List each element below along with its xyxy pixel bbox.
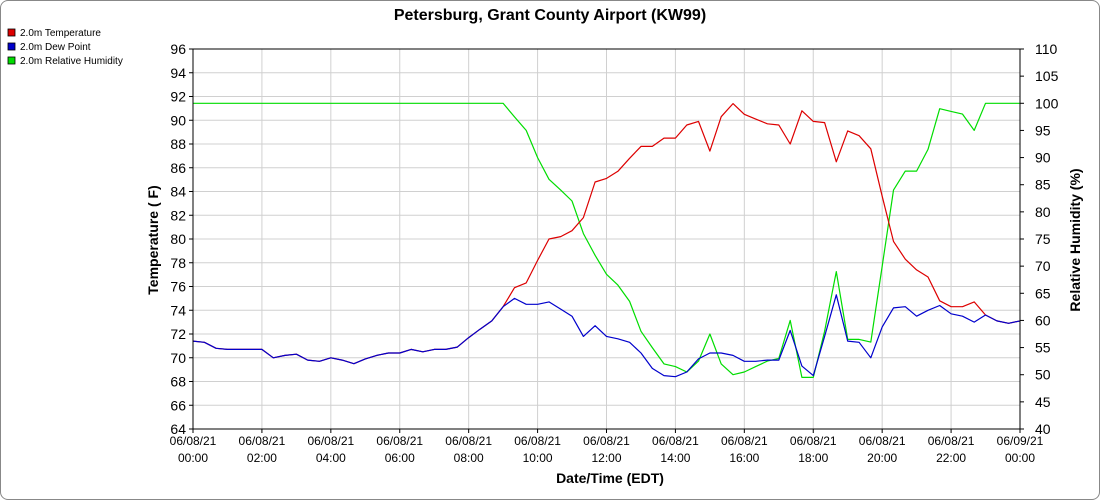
x-tick-date-2: 06/08/21 <box>307 434 354 448</box>
left-tick-label-8: 80 <box>170 231 186 247</box>
left-tick-label-9: 82 <box>170 207 186 223</box>
x-axis-title: Date/Time (EDT) <box>556 470 664 486</box>
left-tick-label-4: 72 <box>170 326 186 342</box>
legend-swatch-2-0m-dew-point <box>7 42 16 51</box>
x-tick-date-4: 06/08/21 <box>445 434 492 448</box>
x-tick-date-11: 06/08/21 <box>928 434 975 448</box>
right-tick-label-2: 50 <box>1035 367 1051 383</box>
right-tick-label-12: 100 <box>1035 95 1059 111</box>
left-tick-label-6: 76 <box>170 279 186 295</box>
left-tick-label-1: 66 <box>170 397 186 413</box>
series-line-2-0m-relative-humidity <box>193 102 1020 378</box>
right-tick-label-8: 80 <box>1035 204 1051 220</box>
left-tick-label-12: 88 <box>170 136 186 152</box>
left-axis-ticks: 64 66 68 70 72 74 76 78 80 82 84 86 88 90 92 94 96 <box>170 41 193 437</box>
x-tick-time-4: 08:00 <box>454 451 484 465</box>
legend-label-2-0m-dew-point: 2.0m Dew Point <box>20 42 91 53</box>
x-tick-time-10: 20:00 <box>867 451 897 465</box>
x-tick-date-1: 06/08/21 <box>239 434 286 448</box>
right-tick-label-6: 70 <box>1035 258 1051 274</box>
x-tick-date-9: 06/08/21 <box>790 434 837 448</box>
right-tick-label-4: 60 <box>1035 312 1051 328</box>
right-tick-label-14: 110 <box>1035 41 1058 57</box>
legend-swatch-2-0m-relative-humidity <box>7 56 16 65</box>
left-tick-label-5: 74 <box>170 302 186 318</box>
right-tick-label-0: 40 <box>1035 421 1051 437</box>
left-tick-label-0: 64 <box>170 421 186 437</box>
x-tick-date-12: 06/09/21 <box>997 434 1044 448</box>
x-tick-date-7: 06/08/21 <box>652 434 699 448</box>
series-layer <box>192 102 1021 378</box>
left-tick-label-11: 86 <box>170 160 186 176</box>
right-tick-label-7: 75 <box>1035 231 1051 247</box>
x-tick-time-1: 02:00 <box>247 451 277 465</box>
left-tick-label-13: 90 <box>170 112 186 128</box>
left-tick-label-3: 70 <box>170 350 186 366</box>
right-tick-label-5: 65 <box>1035 285 1051 301</box>
legend: 2.0m Temperature 2.0m Dew Point 2.0m Relat… <box>7 28 123 67</box>
left-tick-label-2: 68 <box>170 374 186 390</box>
x-tick-time-2: 04:00 <box>316 451 346 465</box>
x-axis-ticks: 06/08/21 00:00 06/08/21 02:00 06/08/21 04:00 0… <box>170 429 1044 465</box>
x-tick-date-5: 06/08/21 <box>514 434 561 448</box>
x-tick-date-10: 06/08/21 <box>859 434 906 448</box>
x-tick-date-6: 06/08/21 <box>583 434 630 448</box>
left-tick-label-16: 96 <box>170 41 186 57</box>
right-tick-label-10: 90 <box>1035 150 1051 166</box>
right-axis-ticks: 40 45 50 55 60 65 70 75 80 85 90 95 100 105 110 <box>1020 41 1059 437</box>
right-tick-label-11: 95 <box>1035 122 1051 138</box>
x-tick-time-9: 18:00 <box>798 451 828 465</box>
x-tick-time-6: 12:00 <box>591 451 621 465</box>
y-axis-title-right: Relative Humidity (%) <box>1067 168 1083 311</box>
series-line-2-0m-dew-point <box>192 294 1021 378</box>
x-tick-time-7: 14:00 <box>660 451 690 465</box>
legend-label-2-0m-relative-humidity: 2.0m Relative Humidity <box>20 56 123 67</box>
x-tick-date-0: 06/08/21 <box>170 434 217 448</box>
left-tick-label-7: 78 <box>170 255 186 271</box>
legend-label-2-0m-temperature: 2.0m Temperature <box>20 28 101 39</box>
x-tick-date-3: 06/08/21 <box>376 434 423 448</box>
right-tick-label-9: 85 <box>1035 177 1051 193</box>
chart-title: Petersburg, Grant County Airport (KW99) <box>394 7 706 24</box>
x-tick-time-12: 00:00 <box>1005 451 1035 465</box>
right-tick-label-13: 105 <box>1035 68 1059 84</box>
right-tick-label-1: 45 <box>1035 394 1051 410</box>
x-tick-time-3: 06:00 <box>385 451 415 465</box>
legend-swatch-2-0m-temperature <box>7 28 16 37</box>
x-tick-time-0: 00:00 <box>178 451 208 465</box>
x-tick-time-5: 10:00 <box>523 451 553 465</box>
left-tick-label-14: 92 <box>170 89 186 105</box>
x-tick-time-11: 22:00 <box>936 451 966 465</box>
right-tick-label-3: 55 <box>1035 340 1051 356</box>
x-tick-time-8: 16:00 <box>729 451 759 465</box>
x-tick-date-8: 06/08/21 <box>721 434 768 448</box>
y-axis-title-left: Temperature ( F) <box>145 185 161 294</box>
left-tick-label-10: 84 <box>170 184 186 200</box>
left-tick-label-15: 94 <box>170 65 186 81</box>
